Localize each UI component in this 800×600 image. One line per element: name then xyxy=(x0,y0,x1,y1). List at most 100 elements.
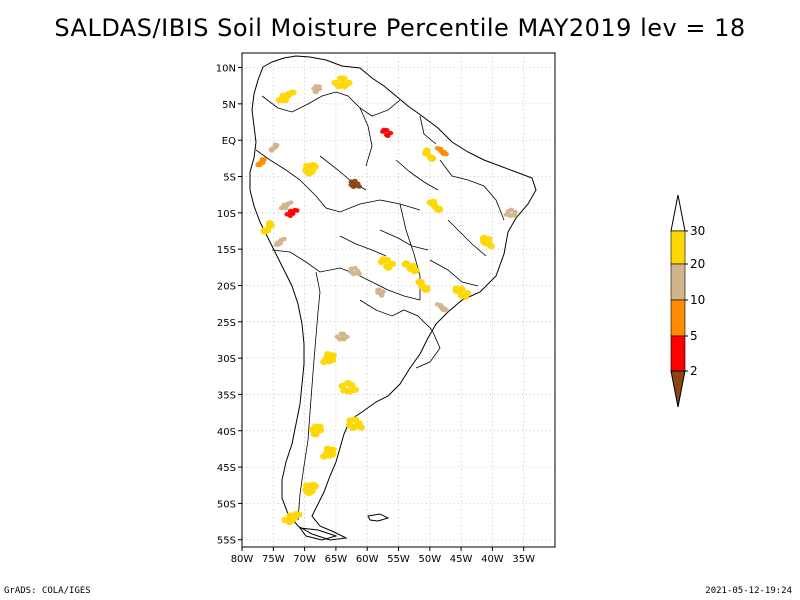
percentile-patch xyxy=(357,424,365,431)
percentile-patch xyxy=(329,352,337,359)
percentile-patch xyxy=(479,238,488,245)
colorbar-label: 5 xyxy=(690,329,698,343)
y-tick-label: 50S xyxy=(217,499,236,510)
percentile-patch xyxy=(383,132,390,138)
percentile-patch xyxy=(463,289,472,297)
x-tick-label: 75W xyxy=(262,554,285,565)
percentile-patch xyxy=(339,75,348,82)
y-tick-label: 45S xyxy=(217,463,236,474)
percentile-patch xyxy=(351,423,360,430)
colorbar-label: 30 xyxy=(690,224,705,238)
percentile-patch xyxy=(314,425,323,432)
percentile-patch xyxy=(329,446,337,453)
footer-timestamp: 2021-05-12-19:24 xyxy=(705,586,792,596)
percentile-patch xyxy=(284,212,290,217)
anomaly-layer xyxy=(255,75,518,526)
y-tick-label: 25S xyxy=(217,318,236,329)
y-tick-label: 35S xyxy=(217,390,236,401)
percentile-patch xyxy=(379,256,388,263)
y-tick-label: 15S xyxy=(217,245,236,256)
percentile-patch xyxy=(281,516,290,524)
y-tick-label: 20S xyxy=(217,281,236,292)
percentile-patch xyxy=(268,147,275,152)
colorbar: 2 5 10 20 30 xyxy=(670,194,705,408)
x-tick-label: 60W xyxy=(356,554,379,565)
x-tick-label: 35W xyxy=(512,554,535,565)
x-tick-label: 65W xyxy=(325,554,348,565)
y-tick-label: 40S xyxy=(217,427,236,438)
percentile-patch xyxy=(331,79,340,86)
percentile-patch xyxy=(328,451,337,458)
map-frame xyxy=(241,52,556,548)
percentile-patch xyxy=(307,162,316,169)
y-tick-label: 5S xyxy=(223,173,236,184)
colorbar-label: 20 xyxy=(690,257,705,271)
percentile-patch xyxy=(257,162,263,168)
colorbar-label: 10 xyxy=(690,293,705,307)
y-tick-label: 30S xyxy=(217,354,236,365)
y-tick-label: EQ xyxy=(222,136,236,147)
island-outline xyxy=(367,513,390,522)
colorbar-segment xyxy=(670,335,686,372)
percentile-patch xyxy=(341,337,347,342)
colorbar-top-arrow xyxy=(670,194,686,232)
y-tick-label: 10N xyxy=(216,64,236,75)
x-tick-label: 45W xyxy=(450,554,473,565)
colorbar-label: 2 xyxy=(690,364,698,378)
colorbar-segment xyxy=(670,230,686,265)
grid-lines xyxy=(241,53,555,547)
percentile-patch xyxy=(457,285,466,293)
percentile-patch xyxy=(428,155,437,162)
percentile-patch xyxy=(512,209,518,215)
percentile-patch xyxy=(441,149,448,155)
percentile-patch xyxy=(352,183,358,189)
percentile-patch xyxy=(352,270,358,276)
x-tick-label: 50W xyxy=(418,554,441,565)
island-outline xyxy=(298,527,338,541)
percentile-patch xyxy=(340,83,349,90)
percentile-patch xyxy=(279,92,288,99)
percentile-patch xyxy=(287,208,294,214)
y-tick-label: 5N xyxy=(222,100,236,111)
percentile-patch xyxy=(505,209,512,214)
axis-ticks: 80W 75W 70W 65W 60W 55W 50W 45W 40W 35W 10N 5N EQ 5S 1… xyxy=(216,64,535,565)
percentile-patch xyxy=(274,240,281,246)
percentile-patch xyxy=(294,208,300,213)
percentile-patch xyxy=(286,512,294,519)
percentile-patch xyxy=(267,222,275,229)
x-tick-label: 55W xyxy=(387,554,410,565)
percentile-patch xyxy=(356,271,363,276)
percentile-patch xyxy=(328,356,337,363)
percentile-patch xyxy=(315,85,322,90)
percentile-patch xyxy=(347,382,356,389)
map-title: SALDAS/IBIS Soil Moisture Percentile MAY… xyxy=(54,14,746,42)
percentile-patch xyxy=(346,388,354,395)
percentile-patch xyxy=(356,184,363,189)
percentile-patch xyxy=(441,306,448,311)
percentile-patch xyxy=(378,293,385,298)
percentile-patch xyxy=(381,127,387,133)
percentile-patch xyxy=(383,263,391,270)
percentile-patch xyxy=(307,482,316,489)
percentile-patch xyxy=(281,202,287,208)
continent-outline xyxy=(249,55,537,541)
footer-credit: GrADS: COLA/IGES xyxy=(4,586,91,596)
y-tick-label: 55S xyxy=(217,536,236,547)
x-tick-label: 40W xyxy=(481,554,504,565)
x-tick-label: 80W xyxy=(231,554,254,565)
percentile-patch xyxy=(340,331,347,337)
percentile-patch xyxy=(261,228,269,235)
country-borders xyxy=(255,91,505,521)
percentile-patch xyxy=(434,205,443,212)
colorbar-segment xyxy=(670,263,686,301)
x-tick-label: 70W xyxy=(293,554,316,565)
percentile-patch xyxy=(507,213,514,219)
colorbar-bottom-arrow xyxy=(670,370,686,408)
percentile-patch xyxy=(422,149,431,156)
percentile-patch xyxy=(421,286,430,293)
colorbar-segment xyxy=(670,299,686,337)
percentile-patch xyxy=(406,265,415,273)
percentile-patch xyxy=(338,382,347,390)
percentile-patch xyxy=(294,511,303,518)
